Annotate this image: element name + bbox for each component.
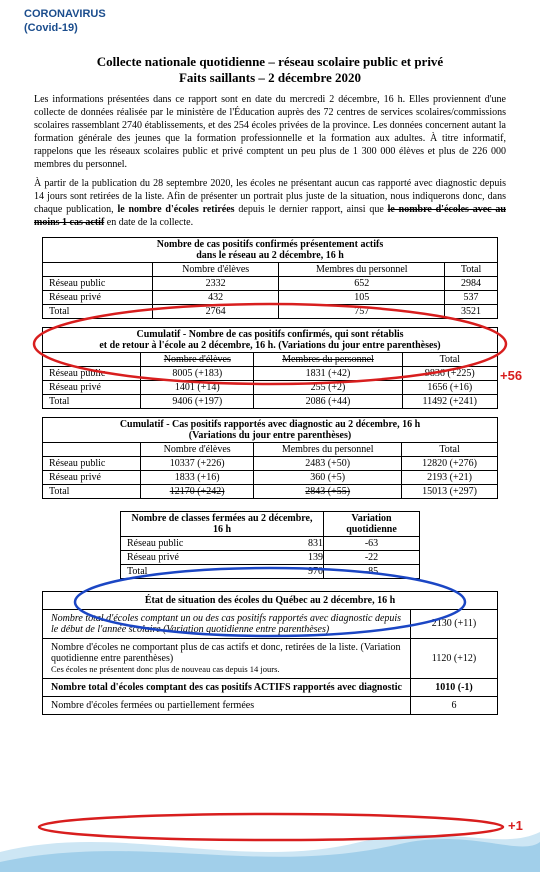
table-schools-status: État de situation des écoles du Québec a… [42, 591, 498, 715]
page: CORONAVIRUS (Covid-19) Collecte national… [0, 0, 540, 872]
t4-r3l: Total [127, 566, 147, 577]
t2-r1c2: 1831 (+42) [254, 366, 402, 380]
t2-col1: Nombre d'élèves [141, 352, 254, 366]
para2-c: depuis le dernier rapport, ainsi que [235, 204, 388, 215]
t2-col2: Membres du personnel [254, 352, 402, 366]
t1-r1c1: 2332 [152, 276, 279, 290]
t2-r3c2: 2086 (+44) [254, 394, 402, 408]
t3-r3c1: 12170 (+242) [141, 484, 254, 498]
t4-r3c2: -85 [324, 564, 420, 578]
para2-b: le nombre d'écoles retirées [117, 204, 234, 215]
t3-r3c3: 15013 (+297) [402, 484, 498, 498]
t4-h2: Variation quotidienne [324, 511, 420, 536]
corona-line1: CORONAVIRUS [24, 8, 106, 20]
t3-r1c3: 12820 (+276) [402, 456, 498, 470]
t2-r1c1: 8005 (+183) [141, 366, 254, 380]
t1-r2c3: 537 [445, 290, 498, 304]
t4-r3c1: 970 [308, 566, 323, 577]
t3-r3c2: 2843 (+55) [254, 484, 402, 498]
t1-r2c1: 432 [152, 290, 279, 304]
table-cumulative-recovered: Cumulatif - Nombre de cas positifs confi… [42, 327, 498, 409]
t1-r3c3: 3521 [445, 304, 498, 318]
corona-line2: (Covid-19) [24, 22, 78, 34]
annotation-plus1: +1 [508, 818, 523, 833]
t1-title1: Nombre de cas positifs confirmés présent… [157, 239, 383, 250]
t5-title: État de situation des écoles du Québec a… [43, 591, 498, 609]
t3-r3l: Total [43, 484, 141, 498]
t2-r2c3: 1656 (+16) [402, 380, 497, 394]
t3-r2c3: 2193 (+21) [402, 470, 498, 484]
t2-r1c3: 9836 (+225) [402, 366, 497, 380]
t1-r2l: Réseau privé [43, 290, 153, 304]
t3-col1: Nombre d'élèves [141, 442, 254, 456]
t3-r1l: Réseau public [43, 456, 141, 470]
t2-r2c2: 255 (+2) [254, 380, 402, 394]
t1-col2: Membres du personnel [279, 262, 445, 276]
t2-r1l: Réseau public [43, 366, 141, 380]
t1-r3c1: 2764 [152, 304, 279, 318]
t5-r3v: 1010 (-1) [435, 682, 473, 693]
t1-col1: Nombre d'élèves [152, 262, 279, 276]
t4-r1l: Réseau public [127, 538, 183, 549]
t5-r4v: 6 [411, 696, 498, 714]
t3-title1: Cumulatif - Cas positifs rapportés avec … [120, 419, 420, 430]
t2-title2: et de retour à l'école au 2 décembre, 16… [99, 340, 440, 351]
t4-h1: Nombre de classes fermées au 2 décembre,… [121, 511, 324, 536]
t4-r2c2: -22 [324, 550, 420, 564]
para2-e: en date de la collecte. [104, 217, 193, 228]
title-line1: Collecte nationale quotidienne – réseau … [97, 54, 443, 69]
t1-r1l: Réseau public [43, 276, 153, 290]
header-corona: CORONAVIRUS (Covid-19) [24, 8, 106, 36]
title-line2: Faits saillants – 2 décembre 2020 [179, 70, 361, 85]
t2-col3: Total [402, 352, 497, 366]
t1-r3l: Total [43, 304, 153, 318]
t5-r4a: Nombre d'écoles fermées ou partiellement… [43, 696, 411, 714]
table-active-cases: Nombre de cas positifs confirmés présent… [42, 237, 498, 319]
t1-r3c2: 757 [279, 304, 445, 318]
t4-r2c1: 139 [308, 552, 323, 563]
t2-title1: Cumulatif - Nombre de cas positifs confi… [136, 329, 403, 340]
table-closed-classes: Nombre de classes fermées au 2 décembre,… [120, 511, 420, 579]
t4-r2l: Réseau privé [127, 552, 179, 563]
t4-r1c1: 831 [308, 538, 323, 549]
annotation-plus56: +56 [500, 368, 522, 383]
wave-decoration [0, 812, 540, 872]
t2-r3l: Total [43, 394, 141, 408]
t3-r2l: Réseau privé [43, 470, 141, 484]
t1-r1c3: 2984 [445, 276, 498, 290]
t2-r2c1: 1401 (+14) [141, 380, 254, 394]
t3-r1c2: 2483 (+50) [254, 456, 402, 470]
t2-r2l: Réseau privé [43, 380, 141, 394]
t5-r1v: 2130 (+11) [411, 609, 498, 638]
t1-r1c2: 652 [279, 276, 445, 290]
t5-r2a: Nombre d'écoles ne comportant plus de ca… [51, 642, 400, 664]
table-cumulative-diagnosed: Cumulatif - Cas positifs rapportés avec … [42, 417, 498, 499]
t3-r2c2: 360 (+5) [254, 470, 402, 484]
t1-title2: dans le réseau au 2 décembre, 16 h [196, 250, 344, 261]
t5-r2v: 1120 (+12) [411, 638, 498, 678]
t2-r3c1: 9406 (+197) [141, 394, 254, 408]
t5-r2b: Ces écoles ne présentent donc plus de no… [51, 664, 280, 674]
document-title: Collecte nationale quotidienne – réseau … [34, 54, 506, 87]
t1-r2c2: 105 [279, 290, 445, 304]
t5-r3a: Nombre total d'écoles comptant des cas p… [51, 682, 402, 693]
paragraph-2: À partir de la publication du 28 septemb… [34, 177, 506, 229]
t3-title2: (Variations du jour entre parenthèses) [189, 430, 351, 441]
paragraph-1: Les informations présentées dans ce rapp… [34, 93, 506, 171]
t5-r1a: Nombre total d'écoles comptant un ou des… [43, 609, 411, 638]
t4-r1c2: -63 [324, 536, 420, 550]
t1-col3: Total [445, 262, 498, 276]
t3-r2c1: 1833 (+16) [141, 470, 254, 484]
t3-r1c1: 10337 (+226) [141, 456, 254, 470]
t3-col2: Membres du personnel [254, 442, 402, 456]
t2-r3c3: 11492 (+241) [402, 394, 497, 408]
t3-col3: Total [402, 442, 498, 456]
